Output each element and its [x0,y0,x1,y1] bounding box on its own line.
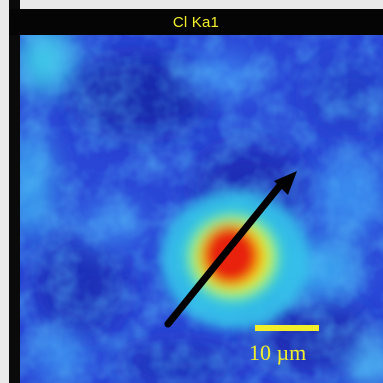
scale-bar-label: 10 µm [249,340,307,365]
element-map [20,35,383,383]
scale-bar [255,325,319,331]
top-margin [0,0,383,9]
left-margin [0,0,9,383]
direction-arrow-icon [164,171,297,328]
heatmap-image [20,35,383,383]
title-bar: Cl Ka1 [9,9,383,35]
panel-title: Cl Ka1 [172,13,220,31]
left-border [9,0,20,383]
